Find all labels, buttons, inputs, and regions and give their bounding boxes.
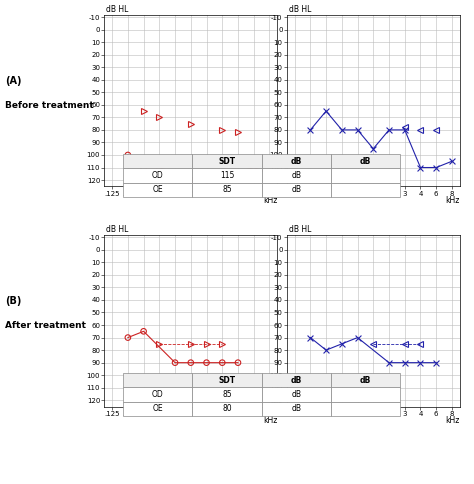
Point — [219, 359, 226, 366]
Text: (B): (B) — [5, 296, 21, 306]
Point — [203, 176, 210, 184]
Point — [187, 176, 194, 184]
Point — [385, 359, 393, 366]
Point — [417, 164, 424, 171]
Point — [155, 164, 163, 171]
Point — [401, 126, 409, 134]
Point — [203, 359, 210, 366]
Point — [385, 126, 393, 134]
Point — [338, 126, 346, 134]
Text: dB HL: dB HL — [289, 225, 311, 234]
Point — [322, 107, 330, 115]
Point — [171, 359, 179, 366]
Point — [338, 340, 346, 348]
Point — [354, 333, 361, 341]
Point — [140, 164, 147, 171]
Point — [432, 164, 440, 171]
Text: kHz: kHz — [446, 196, 460, 205]
Text: kHz: kHz — [263, 416, 277, 425]
Text: kHz: kHz — [446, 416, 460, 425]
Text: (A): (A) — [5, 76, 21, 86]
Point — [307, 126, 314, 134]
Point — [250, 164, 257, 171]
Point — [401, 359, 409, 366]
Point — [187, 359, 194, 366]
Point — [234, 359, 242, 366]
Point — [124, 333, 132, 341]
Text: Before treatment: Before treatment — [5, 101, 93, 110]
Text: dB HL: dB HL — [106, 5, 128, 14]
Text: dB HL: dB HL — [289, 5, 311, 14]
Point — [171, 170, 179, 178]
Point — [307, 333, 314, 341]
Point — [369, 145, 377, 152]
Point — [322, 346, 330, 354]
Point — [417, 359, 424, 366]
Point — [354, 126, 361, 134]
Text: kHz: kHz — [263, 196, 277, 205]
Point — [140, 328, 147, 335]
Point — [265, 170, 273, 178]
Text: dB HL: dB HL — [106, 225, 128, 234]
Point — [448, 157, 456, 165]
Text: After treatment: After treatment — [5, 321, 86, 330]
Point — [124, 151, 132, 159]
Point — [432, 359, 440, 366]
